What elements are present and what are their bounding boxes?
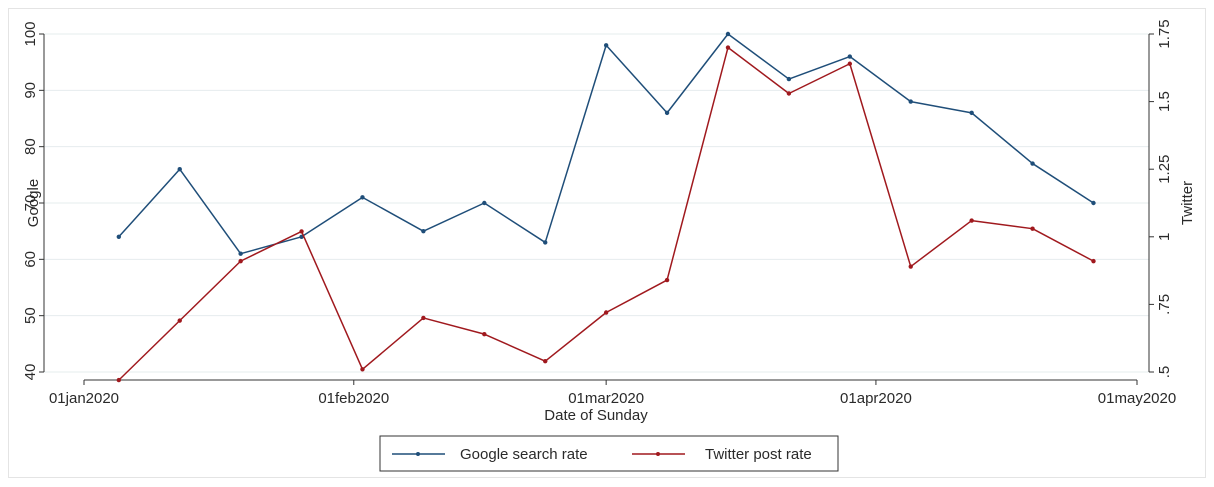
legend-marker-google (416, 452, 420, 456)
y-axis-title: Google (25, 179, 42, 227)
point-twitter-post-rate-2020-01-05 (117, 378, 121, 382)
y2-tick-label-.5: .5 (1156, 366, 1173, 379)
point-google-search-rate-2020-02-09 (421, 229, 425, 233)
y2-tick-label-1.5: 1.5 (1156, 91, 1173, 112)
point-twitter-post-rate-2020-03-15 (726, 45, 730, 49)
point-google-search-rate-2020-04-12 (969, 111, 973, 115)
point-google-search-rate-2020-01-19 (238, 252, 242, 256)
legend: Google search rate Twitter post rate (380, 436, 838, 471)
point-twitter-post-rate-2020-02-09 (421, 316, 425, 320)
point-twitter-post-rate-2020-02-16 (482, 332, 486, 336)
y2-tick-label-1: 1 (1156, 233, 1173, 241)
point-twitter-post-rate-2020-04-26 (1091, 259, 1095, 263)
point-twitter-post-rate-2020-01-26 (299, 229, 303, 233)
point-twitter-post-rate-2020-03-22 (787, 91, 791, 95)
point-google-search-rate-2020-02-23 (543, 240, 547, 244)
x-tick-label-01jan2020: 01jan2020 (49, 390, 119, 407)
point-twitter-post-rate-2020-01-12 (178, 318, 182, 322)
point-twitter-post-rate-2020-04-12 (969, 218, 973, 222)
point-google-search-rate-2020-04-26 (1091, 201, 1095, 205)
x-tick-label-01feb2020: 01feb2020 (318, 390, 389, 407)
y-tick-label-40: 40 (22, 364, 39, 381)
y2-tick-label-.75: .75 (1156, 294, 1173, 315)
point-twitter-post-rate-2020-03-08 (665, 278, 669, 282)
y-tick-label-90: 90 (22, 82, 39, 99)
y2-axis-title: Twitter (1179, 181, 1196, 225)
point-twitter-post-rate-2020-04-05 (909, 264, 913, 268)
point-twitter-post-rate-2020-02-02 (360, 367, 364, 371)
x-tick-label-01may2020: 01may2020 (1098, 390, 1176, 407)
point-twitter-post-rate-2020-03-29 (848, 62, 852, 66)
y-tick-label-100: 100 (22, 21, 39, 46)
y-tick-label-50: 50 (22, 307, 39, 324)
point-google-search-rate-2020-03-15 (726, 32, 730, 36)
point-google-search-rate-2020-02-16 (482, 201, 486, 205)
y-tick-label-60: 60 (22, 251, 39, 268)
legend-marker-twitter (656, 452, 660, 456)
point-google-search-rate-2020-03-29 (848, 54, 852, 58)
point-google-search-rate-2020-04-05 (909, 99, 913, 103)
point-twitter-post-rate-2020-03-01 (604, 310, 608, 314)
point-google-search-rate-2020-03-22 (787, 77, 791, 81)
point-google-search-rate-2020-02-02 (360, 195, 364, 199)
legend-label-twitter: Twitter post rate (705, 446, 812, 463)
point-twitter-post-rate-2020-01-19 (238, 259, 242, 263)
point-google-search-rate-2020-03-01 (604, 43, 608, 47)
point-google-search-rate-2020-01-05 (117, 235, 121, 239)
point-google-search-rate-2020-03-08 (665, 111, 669, 115)
point-google-search-rate-2020-04-19 (1030, 161, 1034, 165)
y2-tick-label-1.75: 1.75 (1156, 19, 1173, 48)
x-tick-label-01mar2020: 01mar2020 (568, 390, 644, 407)
y2-tick-label-1.25: 1.25 (1156, 155, 1173, 184)
x-tick-label-01apr2020: 01apr2020 (840, 390, 912, 407)
point-twitter-post-rate-2020-04-19 (1030, 226, 1034, 230)
y-tick-label-80: 80 (22, 138, 39, 155)
plot-area (44, 15, 1149, 380)
point-google-search-rate-2020-01-12 (178, 167, 182, 171)
x-axis-title: Date of Sunday (544, 407, 648, 424)
point-twitter-post-rate-2020-02-23 (543, 359, 547, 363)
legend-label-google: Google search rate (460, 446, 588, 463)
